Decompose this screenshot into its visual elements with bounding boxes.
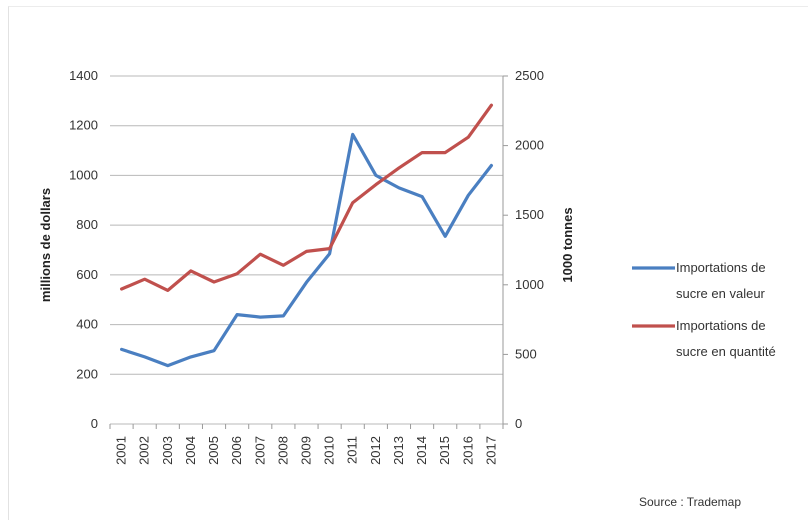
x-tick-label: 2015	[437, 436, 452, 465]
y-right-tick-label: 2000	[515, 138, 544, 153]
x-tick-label: 2010	[322, 436, 337, 465]
x-tick-label: 2009	[299, 436, 314, 465]
y-left-tick-label: 800	[76, 217, 98, 232]
source-note: Source : Trademap	[639, 495, 741, 509]
x-tick-label: 2008	[275, 436, 290, 465]
y-left-tick-label: 400	[76, 317, 98, 332]
y-right-tick-label: 500	[515, 346, 537, 361]
x-tick-label: 2013	[391, 436, 406, 465]
x-tick-label: 2011	[345, 436, 360, 464]
x-tick-label: 2017	[483, 436, 498, 465]
series-line-2	[119, 103, 493, 292]
x-tick-label: 2003	[160, 436, 175, 465]
legend: Importations de sucre en valeur Importatio…	[632, 260, 776, 359]
y-right-tick-label: 1000	[515, 277, 544, 292]
right-axis-ticks: 0 500 1000 1500 2000 2500	[502, 68, 544, 431]
x-tick-label: 2001	[114, 436, 129, 465]
y-left-tick-label: 200	[76, 366, 98, 381]
x-tick-label: 2007	[252, 436, 267, 465]
y-left-tick-label: 1200	[69, 118, 98, 133]
x-tick-label: 2012	[368, 436, 383, 465]
x-tick-label: 2014	[414, 436, 429, 465]
series-line-1	[119, 132, 493, 368]
y-right-tick-label: 2500	[515, 68, 544, 83]
y-left-axis-title: millions de dollars	[38, 188, 53, 302]
y-right-tick-label: 1500	[515, 207, 544, 222]
y-left-tick-label: 1400	[69, 68, 98, 83]
y-left-tick-label: 600	[76, 267, 98, 282]
x-tick-label: 2016	[460, 436, 475, 465]
series-lines	[119, 103, 493, 368]
x-axis-ticks: 2001 2002 2003 2004 2005 2006 2007 2008 2009 2010…	[109, 424, 504, 465]
legend-label-2: Importations de	[676, 318, 766, 333]
x-tick-label: 2002	[137, 436, 152, 465]
y-right-axis-title: 1000 tonnes	[560, 207, 575, 282]
x-tick-label: 2005	[206, 436, 221, 465]
chart-frame	[8, 6, 808, 520]
legend-label-1: sucre en valeur	[676, 286, 766, 301]
legend-label-2: sucre en quantité	[676, 344, 776, 359]
left-axis-ticks: 0 200 400 600 800 1000 1200 1400	[69, 68, 98, 431]
y-left-tick-label: 0	[91, 416, 98, 431]
y-left-tick-label: 1000	[69, 167, 98, 182]
legend-label-1: Importations de	[676, 260, 766, 275]
x-tick-label: 2004	[183, 436, 198, 465]
x-tick-label: 2006	[229, 436, 244, 465]
y-right-tick-label: 0	[515, 416, 522, 431]
